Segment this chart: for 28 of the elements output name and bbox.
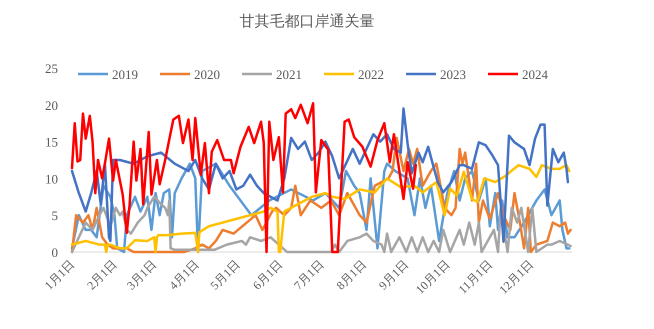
y-tick-label: 10 [45,171,58,186]
x-tick-label: 11月1日 [456,257,495,296]
x-tick-label: 4月1日 [166,257,202,293]
legend-label: 2021 [276,67,302,82]
x-tick-label: 5月1日 [207,257,243,293]
y-tick-label: 0 [52,245,58,260]
y-tick-label: 15 [45,134,58,150]
x-tick-label: 7月1日 [291,257,326,293]
legend-label: 2023 [440,67,466,82]
line-series [70,102,418,254]
legend-label: 2024 [522,67,548,82]
y-tick-label: 20 [45,98,58,113]
x-tick-label: 3月1日 [124,257,160,293]
legend-label: 2019 [112,67,138,82]
x-tick-label: 6月1日 [250,257,286,293]
y-tick-label: 5 [52,208,58,224]
x-tick-label: 10月1日 [412,257,452,297]
x-tick-label: 1月1日 [42,257,78,293]
x-tick-label: 9月1日 [376,257,412,293]
line-series [70,107,570,243]
x-tick-label: 2月1日 [84,257,120,293]
legend-label: 2020 [194,67,220,82]
x-tick-label: 8月1日 [334,257,369,293]
y-tick-label: 25 [45,61,58,76]
legend-label: 2022 [358,67,384,82]
line-series [70,196,572,254]
x-tick-label: 12月1日 [496,257,536,297]
chart-title: 甘其毛都口岸通关量 [240,13,374,30]
